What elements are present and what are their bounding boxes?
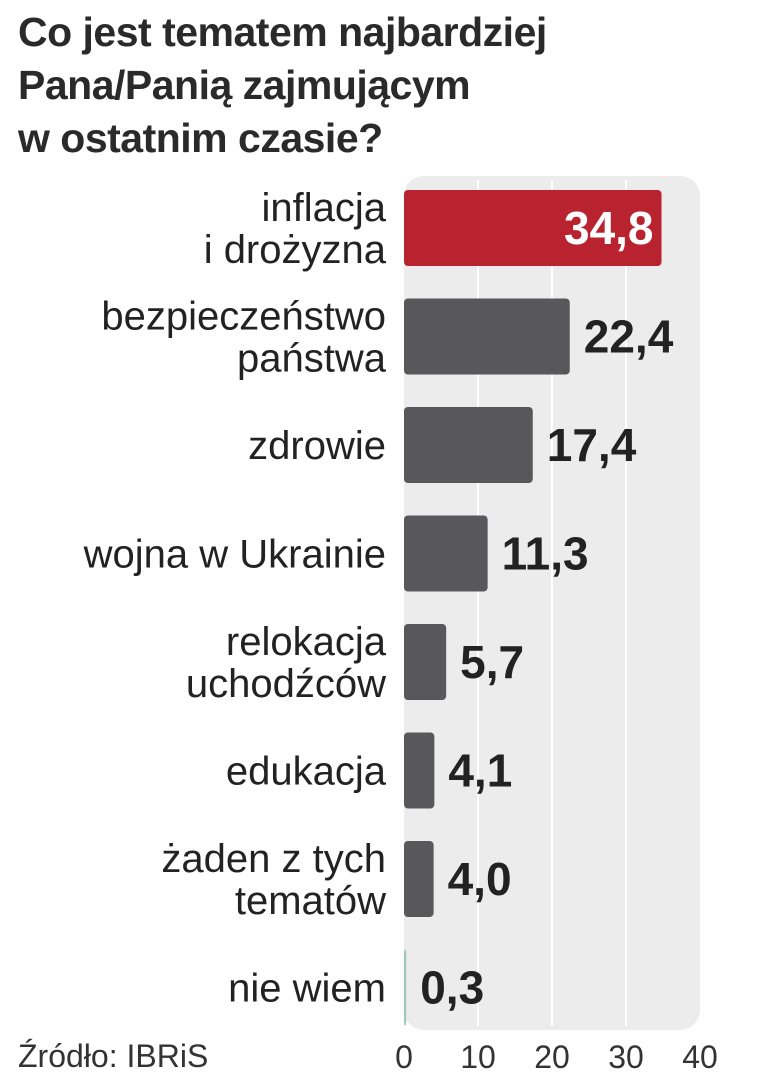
chart-title-line-2: Pana/Panią zajmującym	[18, 62, 471, 108]
source-note: Źródło: IBRiS	[18, 1038, 209, 1074]
category-label: i drożyzna	[204, 228, 387, 272]
bar	[404, 407, 533, 483]
bar	[404, 841, 434, 917]
value-label: 34,8	[564, 202, 654, 254]
bar	[404, 949, 407, 1026]
category-label: państwa	[237, 337, 387, 381]
value-label: 11,3	[502, 528, 589, 580]
category-label: uchodźców	[186, 662, 386, 706]
chart-title-line-3: w ostatnim czasie?	[18, 115, 383, 161]
value-label: 22,4	[584, 311, 674, 363]
category-label: tematów	[235, 879, 386, 923]
value-label: 5,7	[460, 636, 524, 688]
x-tick-label: 20	[534, 1039, 570, 1075]
category-label: bezpieczeństwo	[101, 295, 386, 339]
category-label: inflacja	[261, 186, 386, 230]
value-label: 4,0	[448, 853, 512, 905]
x-tick-label: 0	[395, 1039, 413, 1075]
category-label: żaden z tych	[161, 837, 386, 881]
category-label: edukacja	[226, 750, 387, 794]
bar	[404, 515, 488, 592]
bar	[404, 732, 435, 809]
bar	[404, 190, 662, 266]
value-label: 0,3	[420, 962, 484, 1014]
value-label: 4,1	[448, 745, 512, 797]
category-label: nie wiem	[228, 967, 386, 1011]
category-label: relokacja	[226, 620, 387, 664]
chart-title-line-1: Co jest tematem najbardziej	[18, 9, 547, 55]
x-tick-label: 40	[682, 1039, 718, 1075]
x-tick-label: 10	[460, 1039, 496, 1075]
category-label: zdrowie	[248, 424, 386, 468]
category-label: wojna w Ukrainie	[83, 533, 386, 577]
value-label: 17,4	[547, 419, 637, 471]
bar	[404, 624, 447, 700]
bar	[404, 298, 570, 375]
x-tick-label: 30	[608, 1039, 644, 1075]
